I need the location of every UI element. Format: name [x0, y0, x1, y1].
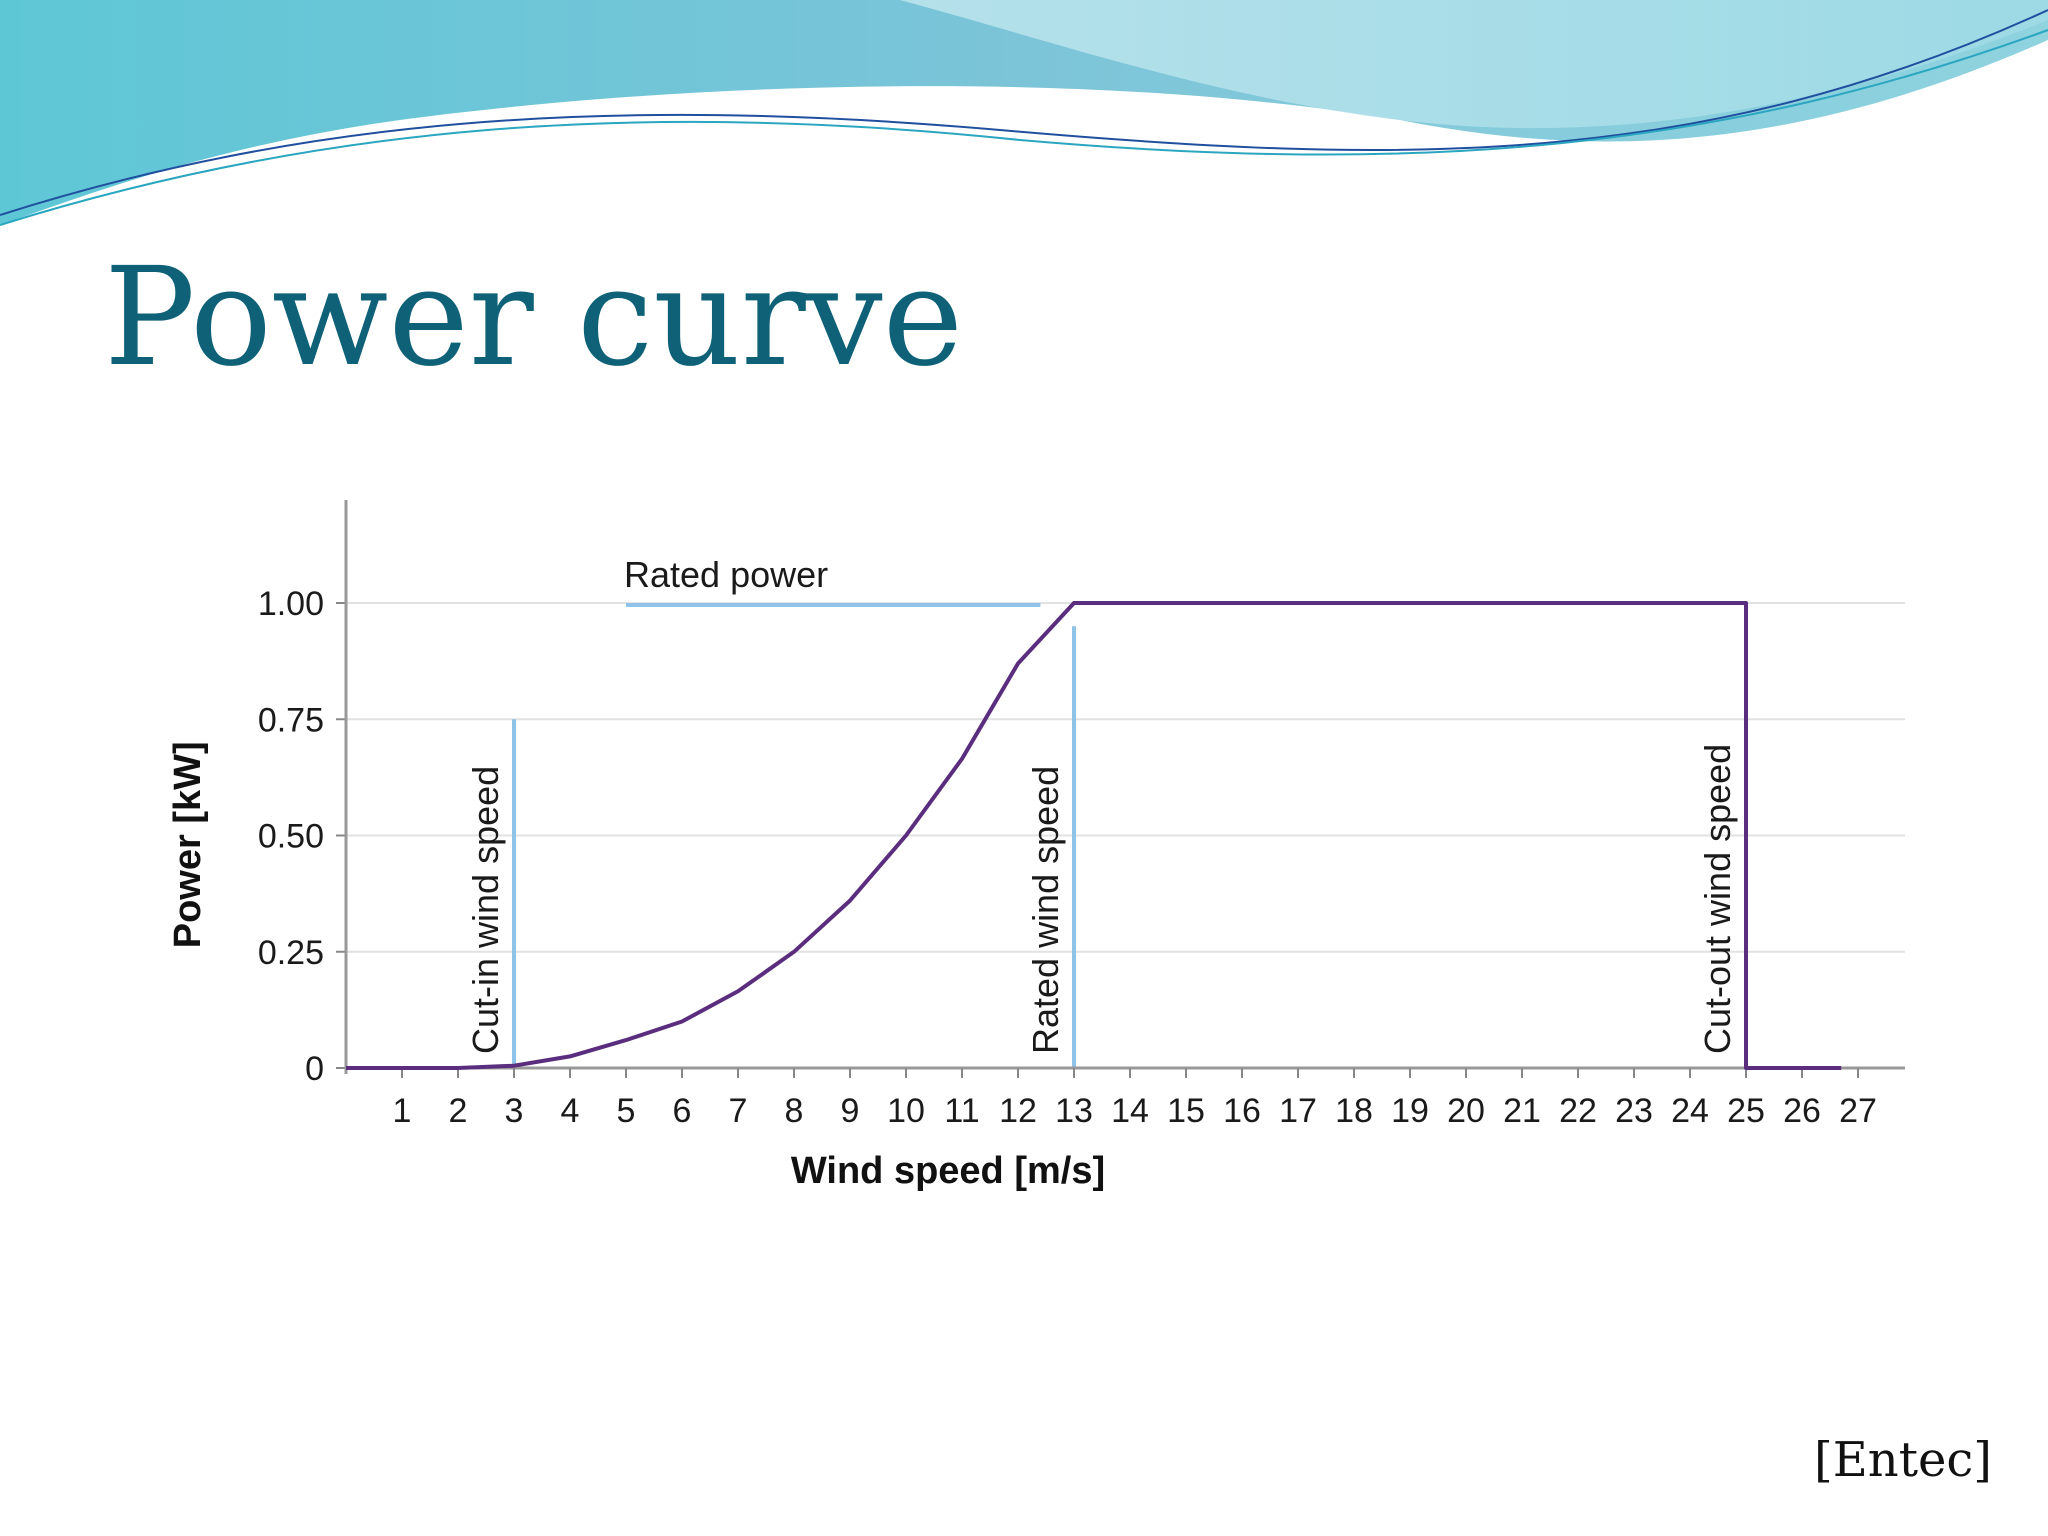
x-tick-label-7: 7 [729, 1092, 748, 1130]
x-tick-label-25: 25 [1727, 1092, 1765, 1130]
gridlines [346, 602, 1905, 953]
x-tick-label-17: 17 [1279, 1092, 1317, 1130]
y-axis-title: Power [kW] [167, 741, 209, 948]
header-wave-banner [0, 0, 2048, 226]
x-tick-label-12: 12 [999, 1092, 1037, 1130]
x-tick-label-5: 5 [617, 1092, 636, 1130]
x-tick-label-14: 14 [1111, 1092, 1149, 1130]
x-tick-label-2: 2 [449, 1092, 468, 1130]
series [346, 601, 1842, 1070]
y-tick-label-2: 0.50 [258, 818, 324, 856]
x-tick-label-16: 16 [1223, 1092, 1261, 1130]
y-tick-label-1: 0.25 [258, 934, 324, 972]
x-tick-label-11: 11 [944, 1092, 979, 1130]
source-credit: [Entec] [1814, 1432, 1992, 1488]
x-tick-label-18: 18 [1335, 1092, 1373, 1130]
slide-title: Power curve [104, 239, 964, 397]
annotations: Rated power Cut-in wind speed Rated wind s… [465, 554, 1748, 1068]
annotation-label-cut-out-wind-speed: Cut-out wind speed [1697, 744, 1738, 1054]
x-tick-label-4: 4 [561, 1092, 580, 1130]
x-tick-label-9: 9 [841, 1092, 860, 1130]
x-tick-label-19: 19 [1391, 1092, 1429, 1130]
series-line-power-curve [346, 601, 1842, 1070]
x-tick-label-8: 8 [785, 1092, 804, 1130]
x-tick-label-20: 20 [1447, 1092, 1485, 1130]
y-tick-label-4: 1.00 [258, 585, 324, 623]
x-tick-label-6: 6 [673, 1092, 692, 1130]
annotation-label-rated-power: Rated power [624, 554, 828, 595]
x-tick-label-10: 10 [887, 1092, 925, 1130]
annotation-label-cut-in-wind-speed: Cut-in wind speed [465, 766, 506, 1054]
x-tick-label-13: 13 [1055, 1092, 1093, 1130]
x-tick-label-24: 24 [1671, 1092, 1709, 1130]
axes [336, 500, 1905, 1078]
tick-labels: 00.250.500.751.001 2 3 4 5 6 7 8 9 10 11 12 13 14 15 16… [258, 585, 1877, 1130]
annotation-label-rated-wind-speed: Rated wind speed [1025, 766, 1066, 1054]
x-tick-label-1: 1 [393, 1092, 412, 1130]
x-axis-title: Wind speed [m/s] [791, 1150, 1105, 1192]
y-tick-label-0: 0 [305, 1050, 324, 1088]
x-tick-label-27: 27 [1839, 1092, 1877, 1130]
x-tick-label-26: 26 [1783, 1092, 1821, 1130]
y-tick-label-3: 0.75 [258, 701, 324, 739]
x-tick-label-22: 22 [1559, 1092, 1597, 1130]
x-tick-label-3: 3 [505, 1092, 524, 1130]
x-tick-label-23: 23 [1615, 1092, 1653, 1130]
x-tick-label-21: 21 [1503, 1092, 1541, 1130]
x-tick-label-15: 15 [1167, 1092, 1205, 1130]
